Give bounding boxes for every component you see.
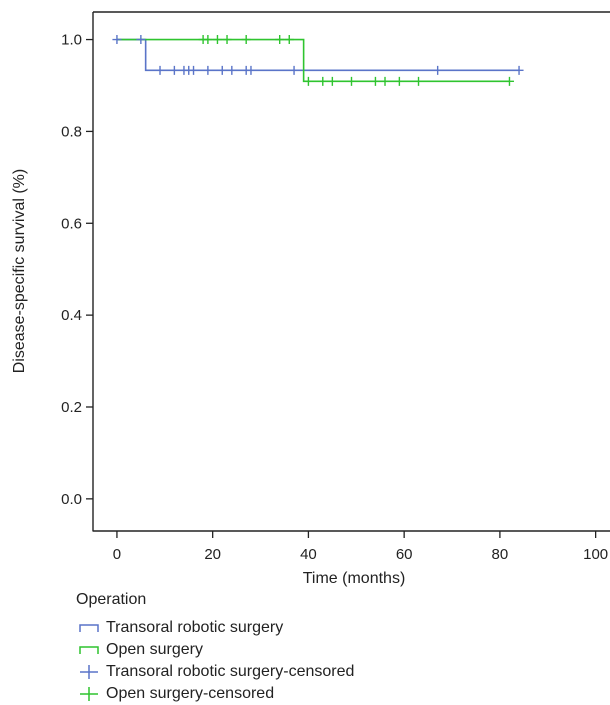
y-tick-label: 0.6 — [61, 215, 82, 232]
legend-item: Open surgery-censored — [76, 683, 354, 705]
legend-item: Transoral robotic surgery-censored — [76, 661, 354, 683]
x-tick-label: 100 — [583, 546, 608, 563]
y-axis-title: Disease-specific survival (%) — [11, 169, 28, 374]
y-tick-label: 0.2 — [61, 399, 82, 416]
censor-mark — [303, 76, 313, 86]
y-tick-label: 0.4 — [61, 307, 82, 324]
censor-mark — [370, 76, 380, 86]
censor-mark — [241, 35, 251, 45]
censor-marks — [112, 35, 524, 86]
censor-mark — [433, 65, 443, 75]
censor-mark — [155, 65, 165, 75]
legend-label: Transoral robotic surgery-censored — [106, 663, 355, 680]
step-line-icon — [79, 624, 99, 632]
censor-mark — [347, 76, 356, 86]
censor-mark — [394, 76, 404, 86]
censor-mark — [169, 65, 179, 75]
legend: Operation Transoral robotic surgery Open … — [76, 591, 354, 705]
survival-curves — [116, 38, 520, 83]
survival-curve — [116, 38, 520, 72]
censor-cross-icon — [80, 665, 98, 679]
legend-item: Open surgery — [76, 639, 354, 661]
x-tick-label: 0 — [113, 546, 121, 563]
censor-mark — [514, 65, 524, 75]
censor-mark — [414, 76, 424, 86]
censor-mark — [275, 35, 285, 45]
y-tick-label: 0.0 — [61, 491, 82, 508]
censor-mark — [189, 65, 199, 75]
legend-label: Open surgery — [106, 641, 203, 658]
censor-mark — [212, 35, 222, 45]
censor-mark — [284, 35, 294, 45]
censor-mark — [217, 65, 227, 75]
censor-mark — [203, 65, 213, 75]
censor-mark — [246, 65, 256, 75]
x-tick-label: 20 — [204, 546, 221, 563]
x-tick-label: 80 — [492, 546, 509, 563]
censor-mark — [380, 76, 390, 86]
axis-ticks: 0 20 40 60 80 100 0.0 0.2 0.4 0.6 0.8 1.0 — [61, 32, 608, 563]
survival-curve — [116, 38, 510, 83]
step-line-icon — [79, 646, 99, 654]
kaplan-meier-chart: 0 20 40 60 80 100 0.0 0.2 0.4 0.6 0.8 1.0 Time (mon… — [11, 11, 610, 587]
censor-mark — [504, 76, 514, 86]
legend-item: Transoral robotic surgery — [76, 617, 354, 639]
legend-label: Open surgery-censored — [106, 685, 275, 702]
censor-mark — [318, 76, 328, 86]
censor-mark — [112, 35, 122, 45]
legend-items: Transoral robotic surgery Open surgery Tra… — [76, 617, 354, 705]
censor-mark — [222, 35, 232, 45]
y-tick-label: 1.0 — [61, 32, 82, 49]
censor-mark — [203, 35, 213, 45]
censor-cross-icon — [80, 687, 98, 701]
legend-title: Operation — [76, 591, 147, 608]
censor-mark — [289, 65, 299, 75]
x-axis-title: Time (months) — [303, 570, 406, 587]
censor-mark — [327, 76, 337, 86]
censor-mark — [136, 35, 146, 45]
legend-label: Transoral robotic surgery — [106, 619, 284, 636]
x-tick-label: 40 — [300, 546, 317, 563]
x-tick-label: 60 — [396, 546, 413, 563]
censor-mark — [227, 65, 237, 75]
plot-axes — [92, 11, 610, 532]
y-tick-label: 0.8 — [61, 123, 82, 140]
